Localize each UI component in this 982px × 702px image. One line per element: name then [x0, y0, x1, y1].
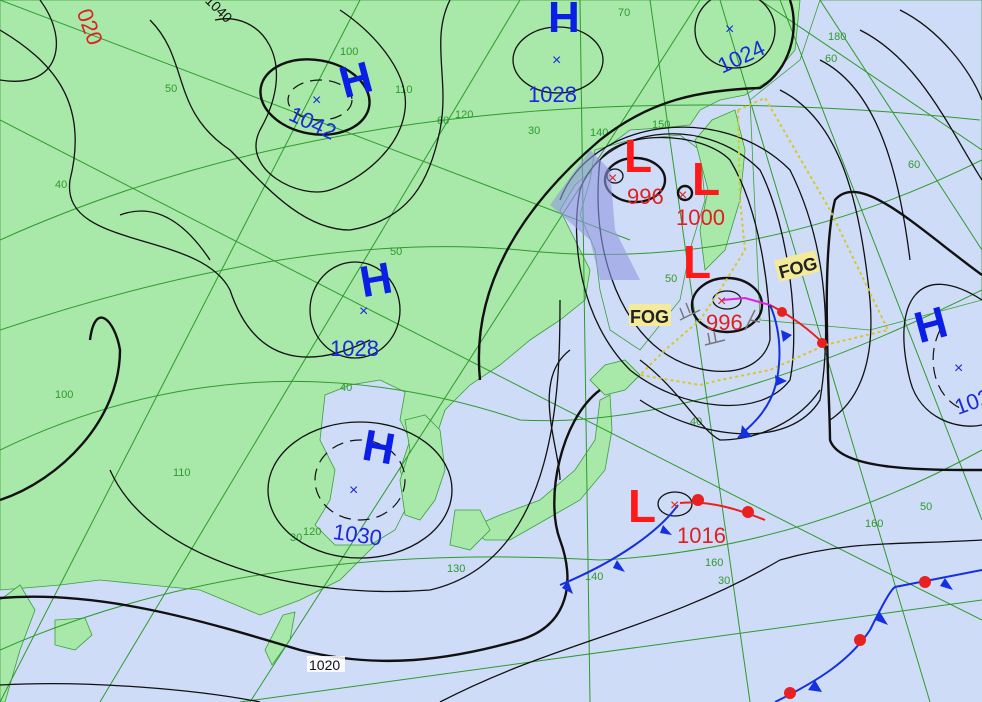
high-center-marker: × [359, 303, 368, 320]
grid-label: 130 [447, 563, 465, 575]
grid-label: 50 [920, 501, 932, 513]
sakhalin-island [694, 109, 746, 271]
grid-label: 40 [340, 382, 352, 394]
grid-label: 140 [585, 571, 603, 583]
pressure-value: 1028 [330, 336, 379, 361]
cold-front [559, 504, 679, 586]
fog-area-boundary [637, 96, 890, 387]
pressure-value: 996 [627, 184, 664, 209]
grid-label: 120 [455, 109, 473, 121]
precipitation-area [550, 150, 640, 280]
korean-peninsula [399, 414, 446, 521]
taiwan [264, 611, 296, 666]
grid-label: 30 [528, 125, 540, 137]
grid-label: 160 [705, 557, 723, 569]
pressure-value: 1016 [677, 523, 726, 548]
high-center-marker: × [552, 52, 561, 69]
grid-labels: 30 40 50 60 30 40 50 60 70 30 40 50 60 5… [55, 7, 932, 587]
cold-front [737, 304, 781, 439]
low-symbol: L [628, 480, 656, 532]
grid-label: 120 [303, 526, 321, 538]
kyushu-shikoku [449, 509, 491, 551]
grid-label: 40 [55, 179, 67, 191]
wind-barbs [679, 302, 761, 346]
grid-label: 140 [590, 127, 608, 139]
low-center-marker: × [670, 497, 679, 514]
pressure-value: 1028 [528, 82, 577, 107]
low-center-marker: × [717, 293, 726, 310]
pressure-value: 996 [706, 310, 743, 335]
grid-label: 180 [828, 31, 846, 43]
pacific-ocean-north [749, 0, 982, 331]
grid-label: 160 [865, 518, 883, 530]
high-center-marker: × [312, 92, 321, 109]
high-center-marker: × [954, 360, 963, 377]
isobar-label: 1020 [309, 657, 340, 673]
grid-label: 60 [908, 159, 920, 171]
grid-label: 60 [437, 115, 449, 127]
grid-label: 110 [173, 467, 191, 479]
grid-label: 70 [618, 7, 630, 19]
occluded-front [721, 296, 771, 306]
yellow-sea [314, 379, 411, 546]
grid-label: 100 [340, 46, 358, 58]
pressure-center-markers: × × × × × × × × × × [312, 21, 963, 514]
grid-label: 50 [665, 273, 677, 285]
indochina [0, 584, 36, 702]
grid-label: 30 [718, 575, 730, 587]
high-center-marker: × [725, 21, 734, 38]
warm-front [679, 501, 766, 521]
pressure-value: 1000 [676, 205, 725, 230]
low-symbol: L [624, 130, 652, 182]
high-symbol: H [548, 0, 580, 42]
low-center-marker: × [608, 170, 617, 187]
stationary-front [774, 569, 982, 702]
low-center-marker: × [678, 187, 687, 204]
grid-label: 60 [825, 53, 837, 65]
grid-label: 50 [165, 83, 177, 95]
hainan [54, 617, 93, 651]
hokkaido [589, 359, 641, 396]
grid-label: 100 [55, 389, 73, 401]
fronts [559, 296, 982, 702]
low-symbol: L [683, 236, 711, 288]
fog-label: FOG [630, 307, 669, 327]
high-center-marker: × [349, 482, 358, 499]
low-symbol: L [692, 153, 720, 205]
grid-label: 50 [390, 246, 402, 258]
